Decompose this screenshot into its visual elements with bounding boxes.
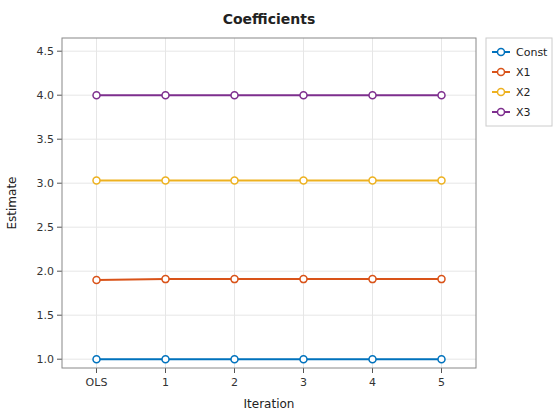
legend-box (486, 38, 552, 126)
tick-mark (234, 368, 235, 373)
point (369, 356, 376, 363)
tick-label: 1.5 (37, 309, 55, 322)
point (231, 177, 238, 184)
grid-line (62, 315, 476, 316)
legend-label: X1 (516, 66, 531, 79)
legend-label: X2 (516, 86, 531, 99)
x-axis-label: Iteration (244, 397, 295, 411)
point (231, 276, 238, 283)
legend-marker (498, 109, 505, 116)
grid-line (62, 359, 476, 360)
point (369, 276, 376, 283)
tick-label: 5 (438, 376, 445, 389)
grid-line (96, 38, 97, 368)
legend-marker (498, 69, 505, 76)
grid-line (62, 271, 476, 272)
legend-marker (498, 49, 505, 56)
grid-line (62, 139, 476, 140)
tick-label: OLS (86, 376, 108, 389)
grid-line (62, 227, 476, 228)
point (300, 356, 307, 363)
point (300, 92, 307, 99)
plot-frame (62, 38, 476, 368)
x-axis: OLS 1 2 3 4 5 (86, 38, 445, 389)
point (93, 177, 100, 184)
series-line (97, 180, 442, 182)
grid-line (62, 183, 476, 184)
legend: Const X1 X2 X3 (486, 38, 552, 126)
point (300, 177, 307, 184)
series-line (97, 94, 442, 96)
grid-line (62, 95, 476, 96)
tick-label: 1.0 (37, 353, 55, 366)
point (93, 92, 100, 99)
grid-line (372, 38, 373, 368)
tick-mark (57, 139, 62, 140)
point (369, 92, 376, 99)
point (438, 276, 445, 283)
tick-mark (372, 368, 373, 373)
tick-label: 3.0 (37, 177, 55, 190)
chart: 1.0 1.5 2.0 2.5 3.0 3.5 4.0 4.5 OLS 1 2 3 4 5 Coeffici… (0, 0, 560, 420)
plot-area (62, 38, 476, 368)
tick-label: 4 (369, 376, 376, 389)
tick-label: 4.5 (37, 45, 55, 58)
legend-marker (498, 89, 505, 96)
tick-mark (57, 271, 62, 272)
grid-line (303, 38, 304, 368)
data-layer (93, 92, 445, 363)
point (438, 92, 445, 99)
series-line (97, 278, 442, 281)
tick-label: 2.0 (37, 265, 55, 278)
legend-label: X3 (516, 106, 531, 119)
grid-line (165, 38, 166, 368)
point (231, 92, 238, 99)
point (300, 276, 307, 283)
tick-mark (303, 368, 304, 373)
point (162, 276, 169, 283)
tick-mark (57, 359, 62, 360)
grid-line (441, 38, 442, 368)
grid-line (234, 38, 235, 368)
tick-mark (57, 227, 62, 228)
tick-label: 3.5 (37, 133, 55, 146)
point (438, 177, 445, 184)
tick-mark (57, 95, 62, 96)
tick-label: 4.0 (37, 89, 55, 102)
point (162, 177, 169, 184)
page: {"chart_data": {"type": "line", "title":… (0, 0, 560, 420)
legend-label: Const (516, 46, 548, 59)
point (162, 92, 169, 99)
point (93, 277, 100, 284)
tick-mark (57, 183, 62, 184)
tick-label: 3 (300, 376, 307, 389)
point (162, 356, 169, 363)
grid-line (62, 51, 476, 52)
tick-mark (57, 315, 62, 316)
tick-mark (57, 51, 62, 52)
tick-label: 1 (162, 376, 169, 389)
tick-label: 2 (231, 376, 238, 389)
tick-mark (96, 368, 97, 373)
tick-label: 2.5 (37, 221, 55, 234)
tick-mark (165, 368, 166, 373)
tick-mark (441, 368, 442, 373)
point (93, 356, 100, 363)
point (438, 356, 445, 363)
point (231, 356, 238, 363)
title: Coefficients (223, 11, 316, 27)
y-axis-label: Estimate (5, 176, 19, 229)
series-line (97, 358, 442, 360)
y-axis: 1.0 1.5 2.0 2.5 3.0 3.5 4.0 4.5 (37, 45, 477, 366)
point (369, 177, 376, 184)
